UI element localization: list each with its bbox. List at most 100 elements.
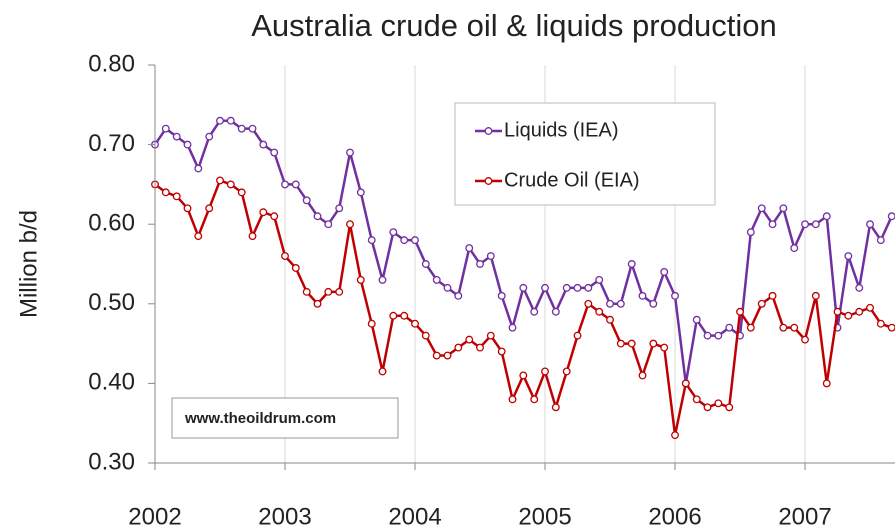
data-point xyxy=(324,220,333,229)
data-point xyxy=(443,283,452,292)
annotation-box xyxy=(171,397,399,439)
data-point xyxy=(681,379,690,388)
data-point xyxy=(421,331,430,340)
legend: Liquids (IEA) Crude Oil (EIA) xyxy=(454,102,716,206)
data-point xyxy=(216,116,224,125)
data-point xyxy=(660,268,669,276)
data-point xyxy=(356,188,365,197)
data-point xyxy=(703,331,712,340)
data-point xyxy=(183,204,192,213)
data-point xyxy=(811,220,820,229)
data-point xyxy=(454,343,463,352)
data-point xyxy=(866,220,874,229)
data-point xyxy=(811,291,820,300)
data-point xyxy=(551,403,560,412)
data-point xyxy=(226,116,235,125)
y-axis-label: Million b/d xyxy=(15,210,42,318)
data-point xyxy=(519,371,528,380)
y-tick-label: 0.80 xyxy=(88,50,135,77)
data-point xyxy=(757,204,766,213)
data-point xyxy=(400,236,409,245)
data-point xyxy=(259,208,268,217)
data-point xyxy=(432,275,441,284)
data-point xyxy=(649,299,658,308)
data-point xyxy=(281,180,289,189)
data-point xyxy=(660,343,669,352)
data-point xyxy=(855,283,864,292)
data-point xyxy=(584,283,593,292)
data-point xyxy=(573,283,582,292)
series-line xyxy=(154,179,893,437)
data-point xyxy=(866,303,874,312)
data-point xyxy=(508,395,517,404)
data-point xyxy=(335,287,344,296)
data-point xyxy=(465,335,474,344)
data-point xyxy=(161,188,170,197)
legend-label: Crude Oil (EIA) xyxy=(504,169,640,191)
data-point xyxy=(844,311,853,320)
data-point xyxy=(692,315,701,324)
data-point xyxy=(291,264,300,272)
data-point xyxy=(270,212,279,221)
data-point xyxy=(486,331,495,340)
data-point xyxy=(161,124,170,133)
data-point xyxy=(194,164,203,173)
data-point xyxy=(205,204,214,213)
data-point xyxy=(205,132,214,141)
axes: 0.30 0.40 0.50 0.60 0.70 0.80 2002 2003 2004 2005… xyxy=(88,50,895,530)
data-point xyxy=(584,299,593,308)
data-point xyxy=(551,307,560,316)
data-point xyxy=(638,291,647,300)
data-point xyxy=(378,275,387,284)
data-point xyxy=(183,140,192,149)
y-tick-label: 0.60 xyxy=(88,210,135,237)
data-point xyxy=(237,188,246,197)
data-point xyxy=(302,287,311,296)
x-tick-label: 2004 xyxy=(388,503,441,530)
data-point xyxy=(530,307,539,316)
data-point xyxy=(801,335,809,344)
plot-area xyxy=(151,116,895,440)
y-tick-label: 0.40 xyxy=(88,369,135,396)
data-point xyxy=(335,204,344,213)
data-point xyxy=(194,232,203,241)
data-point xyxy=(627,339,636,348)
data-point xyxy=(627,260,636,268)
data-point xyxy=(822,212,831,221)
data-point xyxy=(541,283,549,292)
data-point xyxy=(725,323,734,332)
data-point xyxy=(519,283,528,292)
data-point xyxy=(606,315,614,324)
data-point xyxy=(302,196,311,205)
data-point xyxy=(356,275,365,284)
data-point xyxy=(616,299,625,308)
legend-marker xyxy=(484,127,493,135)
data-point xyxy=(443,351,452,360)
data-point xyxy=(790,323,799,332)
data-point xyxy=(172,192,181,201)
data-point xyxy=(346,220,354,229)
data-point xyxy=(389,311,398,320)
data-point xyxy=(725,403,734,412)
data-point xyxy=(692,395,701,404)
data-point xyxy=(281,252,289,260)
data-point xyxy=(367,236,376,245)
data-point xyxy=(508,323,517,332)
data-point xyxy=(714,331,723,340)
data-point xyxy=(671,291,679,300)
data-point xyxy=(172,132,181,141)
y-tick-label: 0.30 xyxy=(88,448,135,475)
data-point xyxy=(616,339,625,348)
data-point xyxy=(779,323,788,332)
chart-title: Australia crude oil & liquids production xyxy=(251,8,777,43)
annotation: www.theoildrum.com xyxy=(184,410,336,427)
data-point xyxy=(411,319,419,328)
data-point xyxy=(649,339,658,348)
data-point xyxy=(768,291,777,300)
data-point xyxy=(638,371,647,380)
data-point xyxy=(313,299,322,308)
legend-label: Liquids (IEA) xyxy=(504,119,619,141)
data-point xyxy=(562,367,571,376)
data-point xyxy=(757,299,766,308)
